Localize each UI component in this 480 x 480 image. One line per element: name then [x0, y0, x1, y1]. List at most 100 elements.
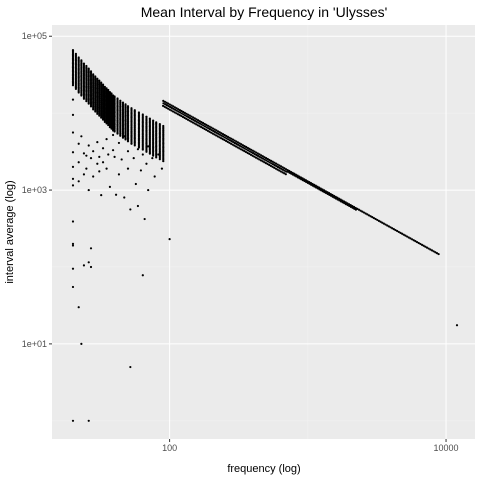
y-axis: 1e+01 1e+03 1e+05: [22, 31, 52, 349]
data-point: [113, 95, 116, 98]
data-point: [208, 128, 211, 131]
data-point: [123, 196, 126, 199]
data-point: [430, 249, 434, 252]
data-point: [193, 119, 197, 122]
data-point: [220, 137, 223, 140]
data-point: [176, 113, 180, 116]
data-point: [211, 132, 214, 135]
data-point: [101, 161, 105, 164]
data-point: [77, 161, 80, 164]
data-point: [356, 207, 359, 210]
data-point: [195, 120, 198, 123]
data-point: [185, 112, 188, 115]
data-point: [96, 141, 99, 144]
data-point: [273, 166, 276, 169]
data-point: [80, 135, 83, 138]
data-point: [210, 128, 213, 132]
data-point: [163, 105, 166, 108]
data-point: [129, 208, 132, 211]
data-point: [165, 104, 168, 107]
data-point: [126, 167, 130, 170]
data-point: [80, 59, 83, 62]
data-point: [253, 152, 256, 156]
data-point: [181, 115, 185, 119]
data-point: [394, 228, 397, 232]
data-point: [328, 192, 331, 195]
data-point: [289, 170, 293, 174]
data-point: [212, 129, 215, 133]
data-point: [410, 238, 414, 241]
data-point: [236, 141, 240, 144]
data-point: [177, 108, 180, 111]
data-point: [205, 128, 208, 131]
data-point: [316, 185, 319, 188]
data-point: [186, 118, 190, 121]
data-point: [271, 165, 274, 168]
data-point: [215, 131, 218, 134]
data-point: [392, 228, 395, 231]
data-point: [420, 243, 424, 246]
data-point: [406, 235, 409, 238]
data-point: [96, 77, 99, 80]
data-point: [77, 56, 80, 59]
data-point: [133, 109, 136, 112]
data-point: [260, 156, 263, 159]
data-point: [220, 134, 223, 137]
data-point: [210, 131, 213, 134]
data-point: [384, 223, 387, 226]
data-point: [269, 159, 273, 162]
data-point: [177, 110, 180, 113]
data-point: [205, 126, 208, 129]
data-point: [178, 114, 181, 117]
data-point: [254, 156, 258, 159]
data-point: [241, 144, 244, 147]
data-point: [243, 147, 246, 150]
data-point: [124, 103, 127, 106]
data-point: [248, 152, 251, 155]
data-point: [271, 163, 275, 166]
data-point: [255, 153, 258, 157]
data-point: [283, 172, 286, 175]
major-gridlines: [52, 25, 475, 439]
data-point: [197, 121, 200, 124]
data-point: [206, 124, 210, 127]
data-point: [218, 136, 221, 139]
data-point: [232, 140, 235, 144]
data-point: [301, 177, 304, 180]
data-point: [168, 105, 172, 109]
data-point: [168, 238, 171, 241]
data-point: [152, 119, 155, 122]
data-point: [119, 99, 122, 102]
data-point: [183, 116, 186, 120]
data-point: [306, 180, 309, 183]
data-point: [195, 118, 198, 121]
data-point: [261, 157, 265, 160]
data-point: [178, 109, 181, 112]
data-point: [236, 146, 239, 149]
data-point: [121, 101, 125, 104]
data-point: [147, 145, 150, 148]
data-point: [207, 127, 210, 130]
chart-title: Mean Interval by Frequency in 'Ulysses': [141, 4, 388, 20]
data-point: [168, 103, 172, 106]
data-point: [92, 73, 95, 76]
data-point: [293, 172, 296, 175]
data-point: [87, 419, 90, 422]
data-point: [213, 130, 216, 133]
data-point: [192, 118, 195, 122]
data-point: [71, 244, 75, 247]
data-point: [167, 102, 170, 105]
data-point: [245, 145, 248, 149]
data-point: [182, 113, 185, 116]
data-point: [141, 274, 144, 277]
data-point: [266, 160, 270, 163]
data-point: [71, 242, 75, 245]
data-point: [240, 145, 243, 148]
data-point: [274, 162, 278, 165]
data-point: [85, 64, 88, 68]
data-point: [261, 155, 264, 158]
data-point: [203, 125, 207, 128]
data-point: [248, 150, 251, 153]
data-point: [201, 121, 205, 125]
data-point: [273, 164, 276, 167]
